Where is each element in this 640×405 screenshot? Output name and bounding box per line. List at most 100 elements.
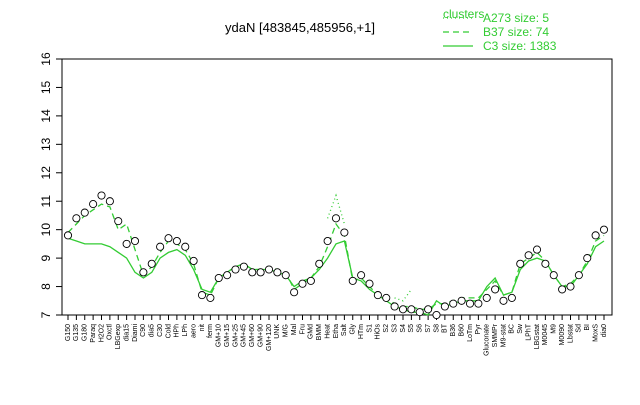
point xyxy=(591,231,600,240)
point xyxy=(256,268,265,277)
point xyxy=(248,268,257,277)
point xyxy=(239,262,248,271)
point xyxy=(507,293,516,302)
x-tick-label: H2O2 xyxy=(98,324,105,342)
y-tick-label: 12 xyxy=(39,166,53,180)
y-tick-label: 15 xyxy=(39,80,53,94)
x-tick-label: Etha xyxy=(333,324,340,339)
x-tick-label: S5 xyxy=(408,324,415,333)
x-tick-label: GM+60 xyxy=(249,324,256,347)
point xyxy=(97,191,106,200)
point xyxy=(382,293,391,302)
x-tick-label: nit xyxy=(199,324,206,331)
x-tick-label: S4 xyxy=(400,324,407,333)
y-tick-label: 7 xyxy=(39,311,53,318)
x-tick-label: Salt xyxy=(341,324,348,336)
point xyxy=(390,302,399,311)
point xyxy=(532,245,542,254)
point xyxy=(306,276,315,285)
x-tick-label: dia5 xyxy=(149,324,156,337)
y-tick-label: 10 xyxy=(39,223,53,237)
x-tick-label: GM+45 xyxy=(241,324,248,347)
x-tick-label: Cold xyxy=(165,324,172,339)
point xyxy=(516,259,525,268)
point xyxy=(499,296,508,305)
x-tick-label: Oxctl xyxy=(107,324,114,340)
x-tick-label: S2 xyxy=(383,324,390,333)
point xyxy=(172,236,181,246)
y-tick-label: 14 xyxy=(39,109,53,123)
point xyxy=(189,256,198,266)
point xyxy=(566,282,575,291)
legend-label: C3 size: 1383 xyxy=(483,39,557,53)
x-tick-label: S3 xyxy=(391,324,398,333)
point xyxy=(549,271,558,280)
point xyxy=(72,214,81,223)
x-tick-label: LPh xyxy=(182,324,189,337)
x-tick-label: M/G xyxy=(283,324,290,337)
x-tick-label: Heat xyxy=(324,324,331,339)
y-tick-label: 8 xyxy=(39,283,53,290)
point xyxy=(130,236,140,246)
x-tick-label: HTm xyxy=(358,324,365,339)
point xyxy=(465,299,475,308)
point xyxy=(457,296,466,305)
point xyxy=(80,208,89,217)
point xyxy=(231,265,240,274)
point xyxy=(323,236,332,246)
point xyxy=(348,276,357,285)
point xyxy=(340,228,349,237)
x-tick-label: aero xyxy=(190,324,197,338)
point xyxy=(264,265,274,274)
x-tick-label: M9 xyxy=(551,324,558,334)
plot-frame xyxy=(61,58,613,316)
point xyxy=(63,231,73,240)
point xyxy=(524,251,533,260)
x-tick-label: B60 xyxy=(458,324,465,337)
x-tick-label: BI xyxy=(584,324,591,331)
x-tick-label: LPhT xyxy=(525,323,532,340)
x-tick-label: M0090 xyxy=(559,324,566,346)
point xyxy=(181,242,190,251)
x-tick-label: S6 xyxy=(417,324,424,333)
x-tick-label: C30 xyxy=(157,324,164,337)
point xyxy=(114,217,123,226)
legend-label: A273 size: 5 xyxy=(483,11,549,25)
cluster-line xyxy=(67,203,605,310)
point xyxy=(164,234,173,243)
point xyxy=(357,271,366,280)
point xyxy=(583,254,592,263)
point xyxy=(197,291,207,300)
x-tick-label: ferm xyxy=(207,324,214,338)
point xyxy=(432,310,441,320)
x-tick-label: Sd xyxy=(576,324,583,333)
x-tick-label: S1 xyxy=(366,324,373,333)
x-tick-label: GM+10 xyxy=(216,324,223,347)
cluster-line xyxy=(67,237,605,316)
x-tick-label: Gluconate xyxy=(484,324,491,356)
x-tick-label: G150 xyxy=(65,324,72,341)
x-tick-label: GM+90 xyxy=(257,324,264,347)
point xyxy=(541,259,550,268)
point xyxy=(223,271,232,280)
point xyxy=(373,291,382,300)
x-tick-label: C90 xyxy=(140,324,147,337)
x-tick-label: GMd xyxy=(308,324,315,339)
point xyxy=(574,271,583,280)
x-tick-label: GM+25 xyxy=(232,324,239,347)
point xyxy=(491,285,500,294)
point xyxy=(139,268,148,277)
x-tick-label: G180 xyxy=(82,324,89,341)
chart-title: ydaN [483845,485956,+1] xyxy=(225,20,375,35)
x-tick-label: Diami xyxy=(132,324,139,342)
x-tick-label: Pyr xyxy=(475,323,482,334)
point xyxy=(599,225,609,234)
x-tick-label: G135 xyxy=(73,324,80,341)
point xyxy=(298,279,307,288)
x-tick-label: S8 xyxy=(433,324,440,333)
point xyxy=(273,268,282,277)
point xyxy=(407,305,416,314)
point xyxy=(89,200,98,209)
y-tick-label: 11 xyxy=(39,195,53,208)
